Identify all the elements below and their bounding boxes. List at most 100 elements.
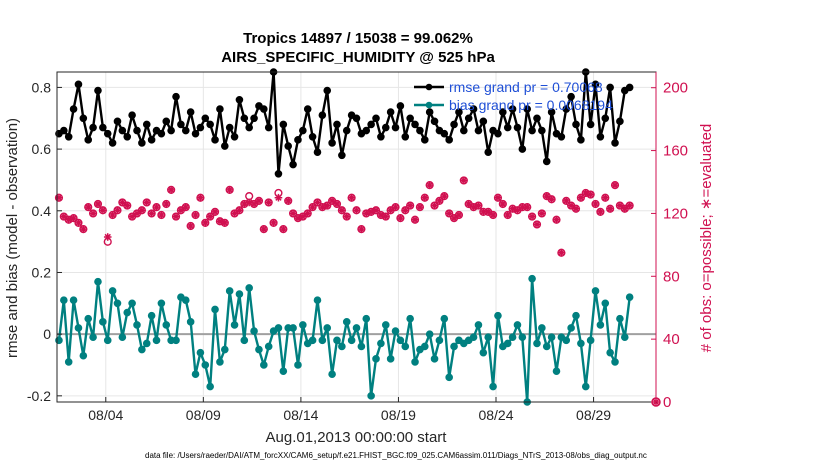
rmse-point bbox=[508, 105, 517, 113]
x-tick-label: 08/14 bbox=[283, 407, 318, 423]
obs-evaluated-point bbox=[372, 206, 380, 215]
rmse-point bbox=[333, 120, 341, 129]
bias-point bbox=[328, 370, 336, 379]
obs-evaluated-point bbox=[347, 193, 356, 202]
bias-point bbox=[489, 382, 497, 391]
obs-evaluated-point bbox=[103, 233, 112, 241]
obs-evaluated-point bbox=[333, 200, 341, 208]
bias-point bbox=[123, 308, 132, 317]
bias-point bbox=[474, 321, 483, 329]
right-axis: 0 40 80 120 160 200 bbox=[651, 72, 688, 411]
bias-point bbox=[255, 345, 263, 354]
y-tick-label-left: 0.6 bbox=[32, 141, 52, 157]
obs-evaluated-point bbox=[430, 201, 439, 210]
rmse-point bbox=[308, 132, 317, 141]
bias-point bbox=[108, 287, 117, 295]
obs-evaluated-point bbox=[181, 203, 190, 211]
obs-evaluated-point bbox=[386, 206, 395, 215]
bias-point bbox=[518, 333, 527, 342]
obs-evaluated-point bbox=[342, 212, 351, 221]
obs-evaluated-point bbox=[177, 206, 185, 215]
bias-point bbox=[260, 361, 268, 369]
bias-point bbox=[562, 336, 571, 345]
bias-point bbox=[191, 370, 200, 379]
bias-point bbox=[279, 367, 288, 375]
obs-evaluated-point bbox=[479, 208, 488, 216]
bias-point bbox=[367, 392, 375, 400]
bias-point bbox=[89, 333, 97, 342]
rmse-point bbox=[162, 117, 171, 126]
obs-evaluated-point bbox=[196, 193, 205, 202]
rmse-point bbox=[401, 132, 410, 141]
obs-evaluated-point bbox=[547, 195, 556, 204]
legend-label-rmse: rmse grand pr = 0.70068 bbox=[449, 79, 603, 95]
obs-evaluated-point bbox=[220, 219, 229, 227]
obs-evaluated-point bbox=[206, 212, 214, 221]
obs-evaluated-point bbox=[147, 209, 156, 218]
rmse-point bbox=[416, 126, 424, 135]
legend: rmse grand pr = 0.70068 bias grand pr = 0… bbox=[414, 79, 613, 113]
chart-title: Tropics 14897 / 15038 = 99.062% bbox=[243, 30, 473, 47]
rmse-point bbox=[191, 129, 200, 138]
rmse-point bbox=[84, 136, 93, 144]
obs-evaluated-point bbox=[591, 200, 600, 208]
bias-point bbox=[450, 342, 458, 351]
rmse-point bbox=[391, 123, 400, 132]
bias-point bbox=[289, 324, 297, 332]
obs-evaluated-point bbox=[396, 214, 405, 222]
obs-evaluated-point bbox=[152, 203, 161, 211]
rmse-point bbox=[177, 120, 185, 129]
obs-evaluated-point bbox=[225, 186, 234, 194]
bias-point bbox=[113, 299, 122, 308]
obs-evaluated-point bbox=[201, 219, 210, 227]
rmse-point bbox=[591, 80, 600, 89]
rmse-point bbox=[328, 139, 336, 147]
y-tick-label-right: 0 bbox=[663, 394, 671, 411]
rmse-point bbox=[518, 145, 527, 153]
bias-point bbox=[74, 324, 83, 332]
bias-point bbox=[503, 339, 512, 348]
rmse-point bbox=[567, 92, 575, 101]
obs-evaluated-point bbox=[406, 201, 414, 210]
obs-evaluated-point bbox=[484, 208, 493, 216]
obs-evaluated-point bbox=[503, 211, 512, 219]
rmse-point bbox=[318, 111, 327, 119]
obs-evaluated-point bbox=[425, 181, 434, 189]
rmse-point bbox=[89, 123, 97, 132]
rmse-point bbox=[181, 126, 190, 135]
rmse-point bbox=[601, 114, 610, 123]
rmse-point bbox=[484, 148, 493, 156]
bias-point bbox=[264, 342, 273, 351]
obs-evaluated-point bbox=[513, 206, 522, 215]
rmse-point bbox=[99, 123, 107, 132]
obs-evaluated-point bbox=[269, 219, 278, 227]
obs-evaluated-point bbox=[308, 203, 317, 211]
obs-evaluated-point bbox=[230, 209, 239, 218]
rmse-point bbox=[557, 132, 566, 141]
rmse-point bbox=[440, 129, 449, 138]
obs-evaluated-point bbox=[172, 212, 180, 221]
obs-evaluated-point bbox=[411, 215, 419, 224]
obs-evaluated-point bbox=[450, 214, 458, 222]
bias-point bbox=[430, 355, 439, 363]
rmse-point bbox=[225, 123, 234, 132]
x-tick-label: 08/19 bbox=[381, 407, 416, 423]
rmse-point bbox=[513, 123, 522, 132]
bias-point bbox=[64, 358, 73, 366]
rmse-point bbox=[411, 120, 419, 129]
bias-point bbox=[611, 358, 619, 366]
rmse-point bbox=[64, 132, 73, 141]
obs-evaluated-point bbox=[557, 248, 566, 257]
obs-evaluated-point bbox=[167, 186, 175, 194]
rmse-point bbox=[547, 108, 556, 116]
bias-point bbox=[401, 342, 410, 351]
y-tick-label-left: 0.8 bbox=[32, 79, 52, 95]
bias-point bbox=[157, 299, 166, 308]
obs-evaluated-point bbox=[552, 215, 561, 224]
bias-point bbox=[552, 367, 561, 375]
obs-evaluated-point bbox=[596, 208, 605, 216]
rmse-point bbox=[79, 114, 88, 123]
bias-point bbox=[601, 299, 610, 308]
obs-evaluated-point bbox=[279, 225, 288, 233]
bias-point bbox=[118, 333, 127, 342]
